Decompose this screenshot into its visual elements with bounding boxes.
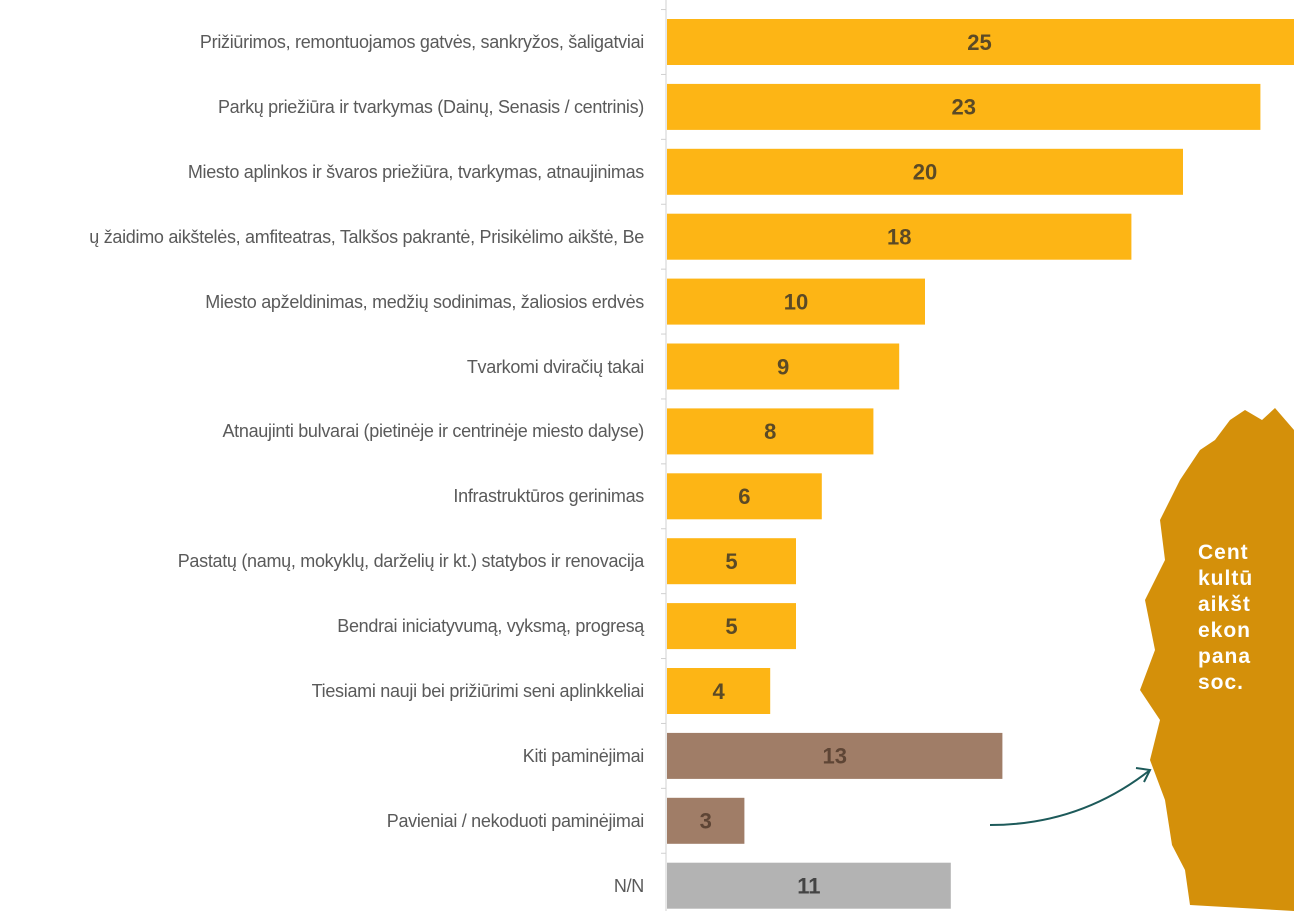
value-label: 5 (725, 614, 737, 639)
category-label: Pastatų (namų, mokyklų, darželių ir kt.)… (177, 551, 645, 572)
bar (667, 213, 1132, 260)
value-label: 20 (913, 160, 937, 185)
annotation-line: Cent (1198, 541, 1249, 564)
bar (667, 408, 874, 455)
value-label: 13 (822, 744, 846, 769)
bar (667, 148, 1183, 195)
bar (667, 19, 1294, 65)
value-label: 18 (887, 225, 911, 250)
annotation-line: pana (1198, 645, 1252, 668)
bar (667, 83, 1261, 130)
bar (667, 343, 900, 390)
category-label: ų žaidimo aikštelės, amfiteatras, Talkšo… (89, 226, 644, 247)
bar (667, 668, 771, 714)
category-label: Parkų priežiūra ir tvarkymas (Dainų, Sen… (217, 96, 644, 117)
value-label: 5 (725, 549, 737, 574)
category-label: Atnaujinti bulvarai (pietinėje ir centri… (222, 421, 644, 442)
value-label: 6 (738, 484, 750, 509)
annotation: Cent kultū aikšt ekon pana soc. (1198, 540, 1253, 696)
bar (667, 862, 951, 909)
annotation-line: kultū (1198, 567, 1254, 590)
value-label: 8 (764, 419, 776, 444)
category-label: Tvarkomi dviračių takai (466, 356, 644, 377)
bar (667, 538, 796, 585)
value-label: 23 (951, 95, 975, 120)
category-label: Prižiūrimos, remontuojamos gatvės, sankr… (199, 32, 644, 52)
category-label: Bendrai iniciatyvumą, vyksmą, progresą (337, 616, 644, 637)
value-label: 25 (967, 30, 991, 55)
category-label: Miesto apželdinimas, medžių sodinimas, ž… (205, 291, 644, 312)
category-label: Miesto aplinkos ir švaros priežiūra, tva… (187, 161, 644, 182)
category-label: Kiti paminėjimai (522, 745, 645, 766)
category-label: Pavieniai / nekoduoti paminėjimai (386, 810, 645, 831)
paint-splash (1140, 408, 1294, 911)
value-label: 3 (700, 809, 712, 834)
bar (667, 732, 1003, 779)
category-label: N/N (613, 875, 644, 896)
arrow (989, 769, 1151, 826)
annotation-line: soc. (1198, 671, 1245, 694)
bar (667, 278, 925, 325)
bar (667, 473, 822, 520)
value-label: 11 (797, 874, 820, 899)
value-label: 4 (712, 679, 725, 704)
value-label: 10 (784, 289, 808, 314)
annotation-line: ekon (1198, 619, 1252, 642)
annotation-line: aikšt (1198, 593, 1251, 616)
category-label: Infrastruktūros gerinimas (453, 486, 644, 507)
category-label: Tiesiami nauji bei prižiūrimi seni aplin… (311, 681, 645, 701)
value-label: 9 (777, 354, 789, 379)
arrow-head (1135, 767, 1152, 783)
bar (667, 603, 796, 650)
bar (667, 797, 745, 844)
